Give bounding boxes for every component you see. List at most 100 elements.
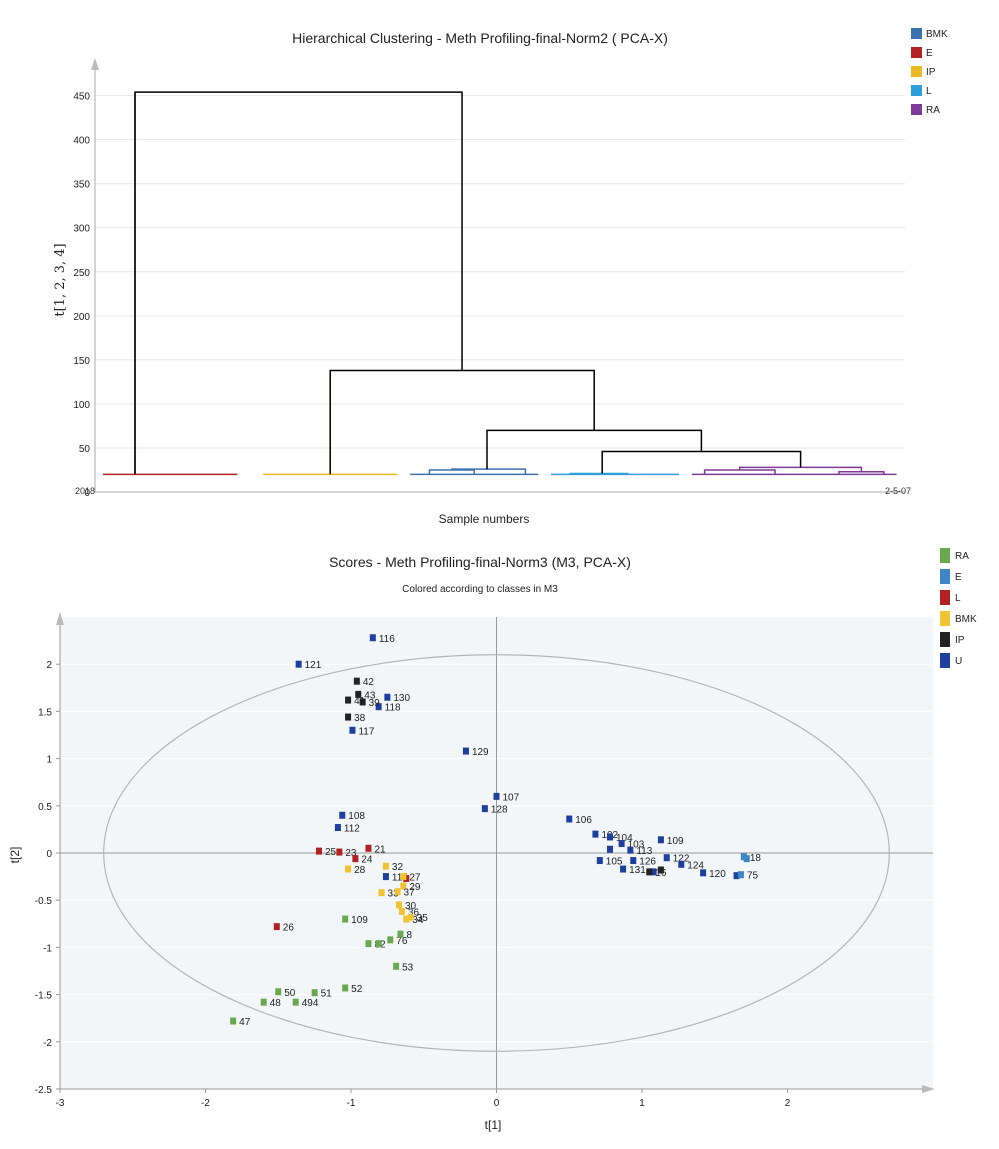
- scores-y-axis-arrow: [56, 612, 64, 625]
- scores-point-ra: [387, 936, 394, 944]
- scores-point-u: [462, 747, 469, 755]
- dendrogram-legend-label: RA: [926, 105, 940, 116]
- scores-point-label: 118: [385, 703, 401, 714]
- dendrogram-merge-link: [329, 369, 595, 475]
- dendrogram-merge-link: [601, 450, 802, 474]
- scores-point-u: [678, 860, 685, 868]
- scores-x-axis-label: t[1]: [485, 1118, 502, 1132]
- scores-point-label: 50: [284, 988, 296, 999]
- scores-point-label: 35: [417, 913, 429, 924]
- scores-point-label: 38: [354, 713, 366, 724]
- scores-point-e: [743, 855, 750, 863]
- dendrogram-x-axis-label: Sample numbers: [439, 512, 530, 526]
- scores-point-label: 76: [396, 936, 408, 947]
- dendrogram-legend-label: E: [926, 48, 933, 59]
- scores-point-bmk: [403, 915, 410, 923]
- scores-point-label: 37: [404, 888, 416, 899]
- scores-point-ra: [365, 940, 372, 948]
- scores-point-u: [375, 703, 382, 711]
- scores-point-label: 36: [408, 908, 420, 919]
- dendrogram-legend-swatch: [911, 66, 922, 77]
- dendrogram-merge-link: [703, 469, 776, 475]
- scores-legend-label: RA: [955, 551, 969, 562]
- scores-y-tick-label: -2: [43, 1038, 52, 1049]
- scores-point-label: 109: [667, 836, 684, 847]
- scores-point-u: [369, 634, 376, 642]
- scores-point-u: [382, 873, 389, 881]
- scores-point-label: 128: [491, 805, 508, 816]
- scores-point-label: 34: [412, 915, 424, 926]
- scores-point-bmk: [407, 913, 414, 921]
- scores-y-tick-label: 0.5: [38, 802, 52, 813]
- scores-point-u: [481, 805, 488, 813]
- scores-y-tick-label: 1: [46, 755, 52, 766]
- scores-point-label: 121: [305, 660, 322, 671]
- scores-point-bmk: [382, 862, 389, 870]
- dendrogram-legend: BMK E IP L RA: [911, 28, 948, 116]
- scores-point-label: 29: [409, 882, 421, 893]
- dendrogram-chart: Hierarchical Clustering - Meth Profiling…: [53, 28, 948, 526]
- scores-point-label: 23: [345, 848, 357, 859]
- scores-point-label: 112: [344, 824, 360, 835]
- scores-points: 1161211301181171291071281081121061021041…: [230, 634, 761, 1028]
- scores-point-label: 131: [629, 865, 646, 876]
- scores-point-ra: [230, 1017, 237, 1025]
- scores-point-u: [606, 833, 613, 841]
- scores-point-ra: [375, 940, 382, 948]
- scores-point-ra: [342, 915, 349, 923]
- scores-point-label: 48: [270, 998, 282, 1009]
- scores-point-u: [663, 854, 670, 862]
- scores-point-label: 25: [325, 847, 337, 858]
- scores-point-e: [737, 871, 744, 879]
- scores-y-tick-label: -1.5: [35, 991, 53, 1002]
- scores-point-u: [566, 815, 573, 823]
- dendrogram-y-tick-label: 400: [73, 136, 90, 147]
- scores-point-label: 120: [709, 869, 726, 880]
- scores-point-ip: [657, 866, 664, 874]
- dendrogram-merge-link: [569, 472, 629, 475]
- scores-legend-swatch: [940, 590, 950, 605]
- scores-point-bmk: [398, 908, 405, 916]
- scores-legend-label: BMK: [955, 614, 977, 625]
- scores-point-label: 52: [351, 984, 363, 995]
- scores-point-ra: [393, 962, 400, 970]
- scores-point-ip: [345, 713, 352, 721]
- dendrogram-legend-swatch: [911, 104, 922, 115]
- dendrogram-merge-link: [134, 91, 463, 475]
- scores-point-ra: [342, 984, 349, 992]
- scores-point-label: 494: [302, 998, 319, 1009]
- scores-x-tick-label: -2: [201, 1098, 210, 1109]
- scores-point-label: 106: [575, 815, 592, 826]
- scores-legend-label: U: [955, 656, 962, 667]
- scores-ellipse: [103, 654, 890, 1052]
- dendrogram-y-tick-label: 100: [73, 400, 90, 411]
- scores-point-label: 47: [239, 1017, 251, 1028]
- scores-point-l: [336, 848, 343, 856]
- scores-x-tick-label: 1: [639, 1098, 645, 1109]
- scores-point-u: [493, 792, 500, 800]
- dendrogram-links: [134, 91, 885, 475]
- scores-legend: RA EL BMK IP U: [940, 548, 977, 668]
- scores-point-u: [627, 846, 634, 854]
- scores-point-label: 32: [392, 862, 404, 873]
- scores-y-tick-label: -2.5: [35, 1085, 53, 1096]
- scores-point-ra: [311, 989, 318, 997]
- scores-point-label: 129: [472, 747, 489, 758]
- scores-point-u: [349, 726, 356, 734]
- scores-point-u: [700, 869, 707, 877]
- scores-y-tick-label: -1: [43, 943, 52, 954]
- scores-point-label: 53: [402, 962, 414, 973]
- scores-legend-swatch: [940, 632, 950, 647]
- scores-point-ip: [345, 696, 352, 704]
- dendrogram-y-tick-label: 0: [84, 488, 90, 499]
- dendrogram-legend-swatch: [911, 85, 922, 96]
- scores-point-l: [352, 855, 359, 863]
- scores-point-ra: [260, 998, 267, 1006]
- scores-point-label: 124: [687, 860, 704, 871]
- scores-x-tick-label: 2: [785, 1098, 791, 1109]
- dendrogram-gridlines: [95, 95, 905, 449]
- scores-point-l: [273, 923, 280, 931]
- scores-legend-swatch: [940, 569, 950, 584]
- scores-point-label: 117: [358, 726, 374, 737]
- scores-legend-label: L: [955, 593, 961, 604]
